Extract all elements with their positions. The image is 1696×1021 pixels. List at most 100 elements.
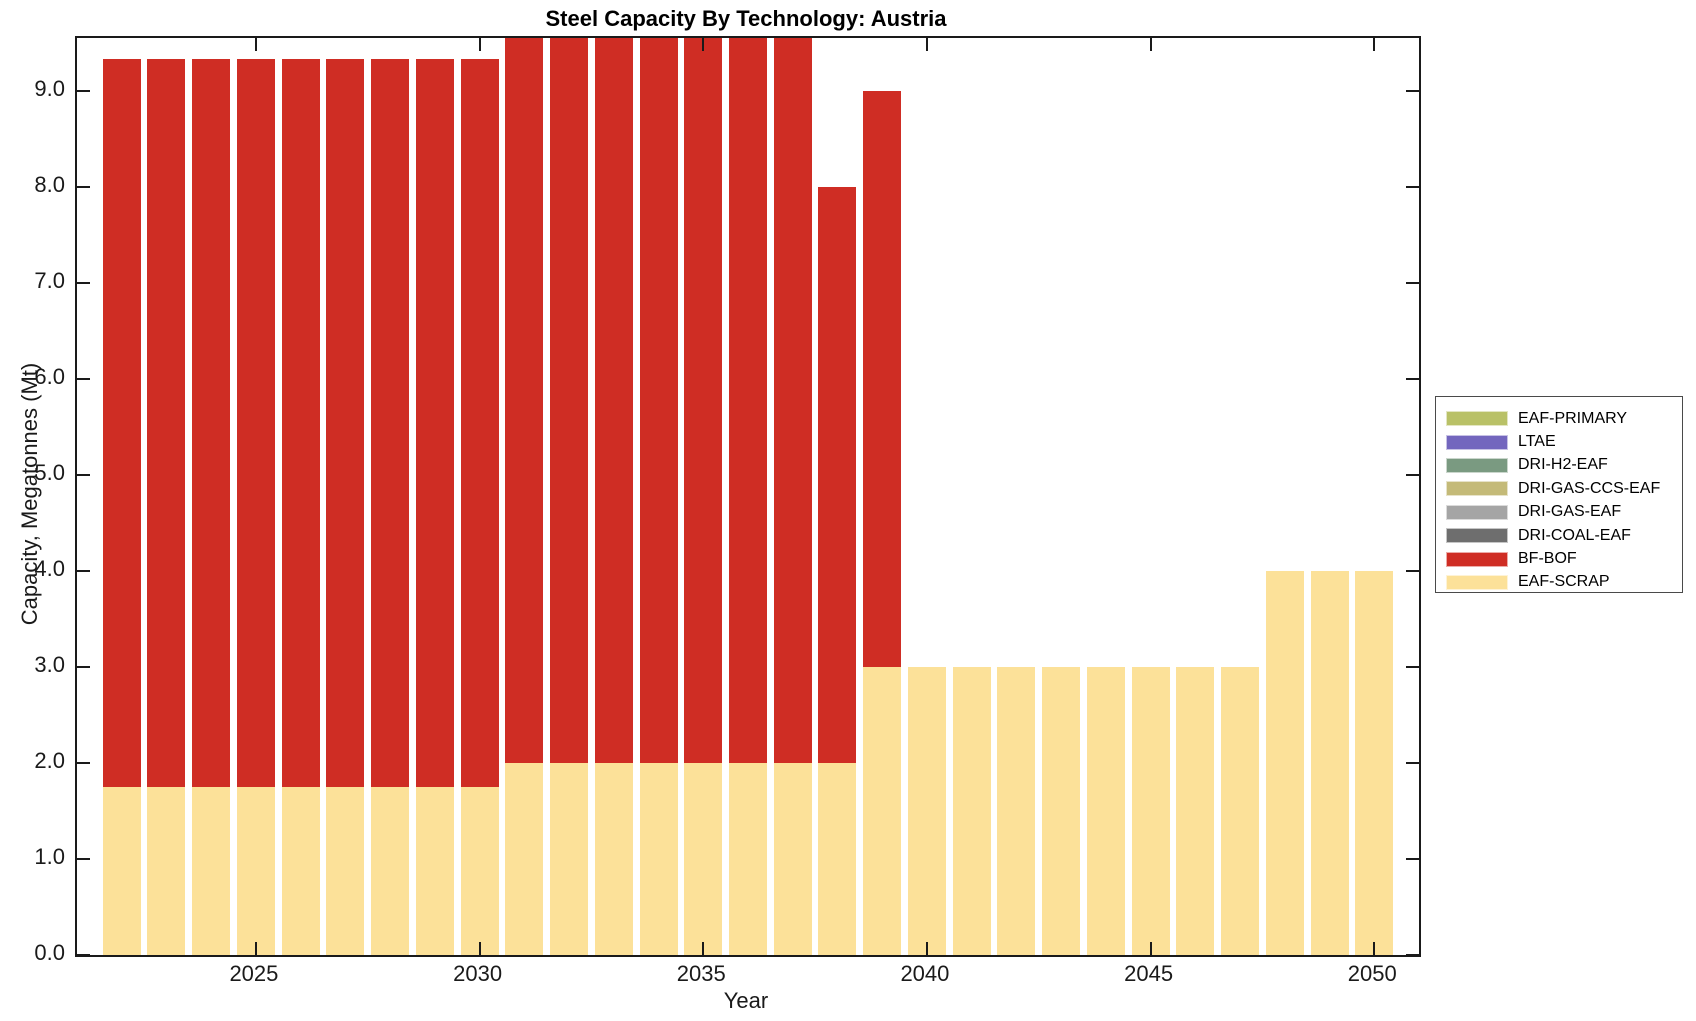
bar-segment-eaf-scrap-2047: [1221, 666, 1260, 955]
legend-swatch-dri-gas-ccs-eaf: [1446, 481, 1508, 497]
legend-swatch-dri-gas-eaf: [1446, 504, 1508, 520]
bar-segment-eaf-scrap-2044: [1086, 666, 1125, 955]
legend-label: DRI-H2-EAF: [1518, 456, 1608, 474]
bar-segment-eaf-scrap-2030: [460, 786, 499, 955]
y-tick-mark: [1406, 665, 1419, 668]
legend-swatch-eaf-scrap: [1446, 574, 1508, 590]
y-tick-label: 2.0: [34, 747, 65, 773]
x-tick-mark: [1149, 942, 1152, 955]
bar-segment-bf-bof-2036: [729, 38, 767, 763]
y-tick-label: 6.0: [34, 363, 65, 389]
bar-segment-eaf-scrap-2037: [773, 762, 812, 955]
x-tick-mark: [478, 38, 481, 51]
bar-segment-eaf-scrap-2043: [1042, 666, 1081, 955]
bar-segment-eaf-scrap-2042: [997, 666, 1036, 955]
bar-segment-bf-bof-2033: [594, 38, 633, 763]
bar-segment-bf-bof-2029: [415, 59, 454, 787]
x-tick-label: 2045: [1124, 961, 1174, 986]
y-tick-mark: [1406, 185, 1419, 188]
y-tick-mark: [1406, 377, 1419, 380]
y-tick-mark: [1406, 473, 1419, 476]
bar-segment-eaf-scrap-2031: [505, 762, 544, 955]
legend-swatch-ltae: [1446, 434, 1508, 450]
legend-label: DRI-COAL-EAF: [1518, 526, 1631, 544]
y-tick-mark: [1406, 857, 1419, 860]
bar-segment-eaf-scrap-2034: [639, 762, 678, 955]
legend-item-dri-coal-eaf: DRI-COAL-EAF: [1436, 524, 1682, 547]
bar-segment-bf-bof-2032: [550, 38, 589, 763]
legend-item-eaf-scrap: EAF-SCRAP: [1436, 571, 1682, 594]
bar-segment-bf-bof-2030: [460, 59, 499, 787]
y-axis-label: Capacity, Megatonnes (Mt): [17, 362, 42, 626]
legend-swatch-bf-bof: [1446, 551, 1508, 567]
bar-segment-bf-bof-2039: [863, 90, 902, 667]
bar-segment-bf-bof-2028: [371, 59, 410, 787]
bar-segment-eaf-scrap-2046: [1176, 666, 1215, 955]
x-tick-label: 2025: [229, 961, 279, 986]
legend-label: EAF-SCRAP: [1518, 573, 1610, 591]
bar-segment-eaf-scrap-2025: [236, 786, 275, 955]
x-tick-mark: [702, 942, 705, 955]
x-tick-label: 2050: [1347, 961, 1397, 986]
bar-segment-bf-bof-2035: [684, 38, 723, 763]
x-axis-label: Year: [723, 988, 769, 1013]
legend-label: DRI-GAS-EAF: [1518, 503, 1622, 521]
y-tick-label: 8.0: [34, 171, 65, 197]
bar-segment-eaf-scrap-2040: [907, 666, 946, 955]
y-tick-mark: [1406, 569, 1419, 572]
y-tick-label: 3.0: [34, 651, 65, 677]
y-tick-mark: [77, 185, 90, 188]
y-tick-label: 7.0: [34, 267, 65, 293]
legend-item-bf-bof: BF-BOF: [1436, 547, 1682, 570]
bar-segment-bf-bof-2024: [192, 59, 231, 787]
bar-segment-bf-bof-2038: [818, 186, 857, 763]
y-tick-label: 1.0: [34, 843, 65, 869]
chart-title: Steel Capacity By Technology: Austria: [545, 6, 947, 31]
bar-segment-eaf-scrap-2024: [192, 786, 231, 955]
bar-segment-bf-bof-2022: [102, 59, 141, 787]
y-tick-mark: [1406, 281, 1419, 284]
legend-label: EAF-PRIMARY: [1518, 409, 1628, 427]
bar-segment-eaf-scrap-2036: [729, 762, 767, 955]
bar-segment-eaf-scrap-2039: [863, 666, 902, 955]
bar-segment-eaf-scrap-2045: [1131, 666, 1170, 955]
y-tick-mark: [77, 281, 90, 284]
bar-segment-bf-bof-2027: [326, 59, 365, 787]
x-tick-mark: [702, 38, 705, 51]
y-tick-label: 9.0: [34, 75, 65, 101]
legend-item-ltae: LTAE: [1436, 430, 1682, 453]
y-tick-mark: [77, 473, 90, 476]
x-tick-mark: [925, 942, 928, 955]
bar-segment-eaf-scrap-2022: [102, 786, 141, 955]
bar-segment-eaf-scrap-2027: [326, 786, 365, 955]
bar-segment-eaf-scrap-2035: [684, 762, 723, 955]
y-tick-mark: [1406, 954, 1419, 955]
bar-segment-bf-bof-2025: [236, 59, 275, 787]
bar-segment-eaf-scrap-2028: [371, 786, 410, 955]
y-tick-mark: [77, 569, 90, 572]
x-tick-mark: [478, 942, 481, 955]
legend-item-eaf-primary: EAF-PRIMARY: [1436, 407, 1682, 430]
bar-segment-eaf-scrap-2048: [1265, 570, 1304, 955]
bar-segment-eaf-scrap-2049: [1310, 570, 1349, 955]
bar-segment-bf-bof-2026: [281, 59, 320, 787]
bar-segment-bf-bof-2031: [505, 38, 544, 763]
y-tick-mark: [77, 377, 90, 380]
legend-label: DRI-GAS-CCS-EAF: [1518, 479, 1661, 497]
x-tick-mark: [925, 38, 928, 51]
y-tick-mark: [77, 761, 90, 764]
legend-swatch-dri-h2-eaf: [1446, 457, 1508, 473]
legend-item-dri-gas-ccs-eaf: DRI-GAS-CCS-EAF: [1436, 477, 1682, 500]
y-tick-mark: [1406, 89, 1419, 92]
legend-swatch-eaf-primary: [1446, 411, 1508, 427]
y-tick-mark: [77, 665, 90, 668]
bar-segment-eaf-scrap-2026: [281, 786, 320, 955]
x-tick-mark: [1149, 38, 1152, 51]
legend-item-dri-gas-eaf: DRI-GAS-EAF: [1436, 501, 1682, 524]
bar-segment-eaf-scrap-2023: [147, 786, 186, 955]
bar-segment-eaf-scrap-2041: [952, 666, 991, 955]
bar-segment-eaf-scrap-2032: [550, 762, 589, 955]
y-tick-mark: [77, 954, 90, 955]
plot-area: [75, 36, 1421, 957]
y-tick-mark: [77, 857, 90, 860]
